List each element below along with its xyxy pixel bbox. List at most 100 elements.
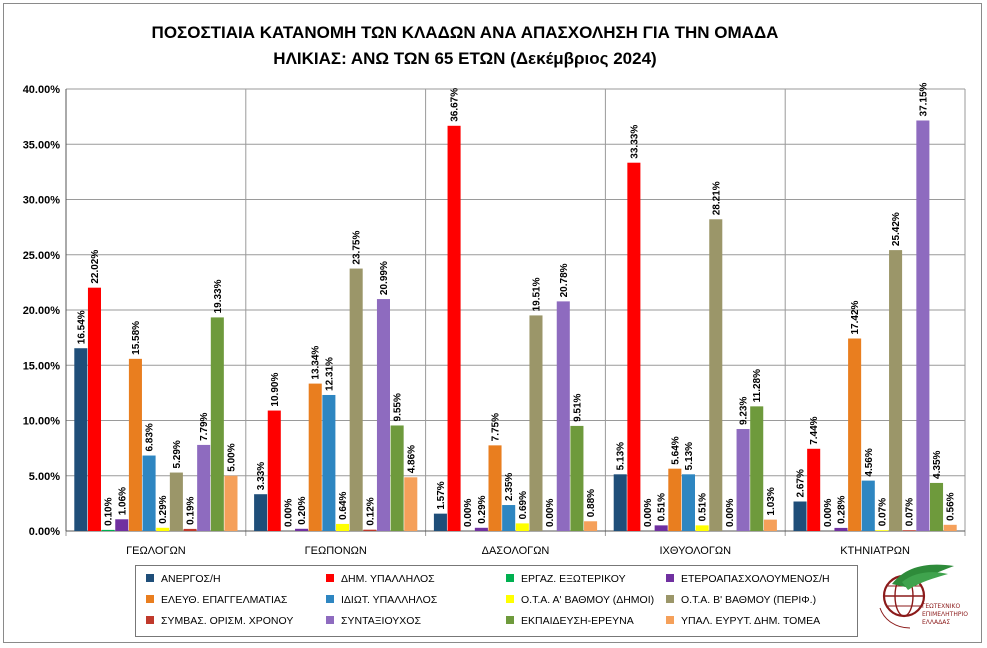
gee-logo-emblem [879,564,954,629]
bar [404,477,418,531]
bar [376,299,390,531]
bar [943,524,957,531]
legend-label: ΣΥΜΒΑΣ. ΟΡΙΣΜ. ΧΡΟΝΟΥ [161,615,294,627]
data-label: 4.35% [932,450,943,478]
data-label: 16.54% [76,310,87,344]
bar [515,523,529,531]
data-label: 6.83% [145,423,156,451]
data-label: 0.00% [545,499,556,527]
data-label: 0.00% [463,499,474,527]
x-category-label: ΓΕΩΠΟΝΩΝ [305,545,367,557]
data-label: 25.42% [891,212,902,246]
legend-swatch [506,616,514,625]
bar [681,474,695,531]
bar [930,482,944,531]
bar [210,317,224,531]
data-label: 3.33% [256,462,267,490]
bar [654,525,668,531]
legend-swatch [666,574,674,583]
bar [142,455,156,531]
bar [570,425,584,531]
bar [861,480,875,531]
legend-swatch [326,616,334,625]
data-label: 1.57% [436,481,447,509]
y-tick-label: 15.00% [23,360,61,372]
bar [902,530,916,531]
data-label: 0.51% [657,493,668,521]
data-label: 15.58% [131,321,142,355]
data-label: 20.78% [559,263,570,297]
x-category-label: ΓΕΩΛΟΓΩΝ [126,545,186,557]
bar [556,301,570,531]
data-label: 0.19% [186,496,197,524]
legend-label: Ο.Τ.Α. Β' ΒΑΘΜΟΥ (ΠΕΡΙΦ.) [681,594,817,606]
bar [390,425,404,531]
legend-label: ΙΔΙΩΤ. ΥΠΑΛΛΗΛΟΣ [341,594,438,606]
data-label: 4.86% [406,445,417,473]
legend-swatch [326,574,334,583]
legend-label: ΕΚΠΑΙΔΕΥΣΗ-ΕΡΕΥΝΑ [521,615,634,627]
bar [875,530,889,531]
data-label: 0.00% [823,499,834,527]
data-label: 10.90% [270,373,281,407]
data-label: 0.28% [836,495,847,523]
data-label: 0.69% [518,491,529,519]
legend-swatch [146,595,154,604]
data-label: 0.12% [365,497,376,525]
legend-item: ΕΚΠΑΙΔΕΥΣΗ-ΕΡΕΥΝΑ [506,612,634,630]
data-label: 36.67% [450,88,461,122]
data-label: 0.00% [643,499,654,527]
data-label: 0.10% [104,497,115,525]
data-label: 1.06% [117,487,128,515]
legend-item: ΑΝΕΡΓΟΣ/Η [146,570,221,588]
legend-swatch [326,595,334,604]
bar [349,268,363,531]
legend-label: ΥΠΑΛ. ΕΥΡΥΤ. ΔΗΜ. ΤΟΜΕΑ [681,615,821,627]
bar [750,406,764,531]
legend-item: Ο.Τ.Α. Α' ΒΑΘΜΟΥ (ΔΗΜΟΙ) [506,591,654,609]
bar [128,358,142,531]
bar [848,338,862,531]
legend-item: ΣΥΜΒΑΣ. ΟΡΙΣΜ. ΧΡΟΝΟΥ [146,612,293,630]
data-label: 22.02% [90,250,101,284]
bar [254,494,268,531]
data-label: 0.56% [946,492,957,520]
bar [916,120,930,532]
data-label: 17.42% [850,300,861,334]
bar [197,444,211,531]
legend-item: ΣΥΝΤΑΞΙΟΥΧΟΣ [326,612,421,630]
y-tick-label: 35.00% [23,139,61,151]
y-tick-label: 40.00% [23,84,61,96]
legend-item: ΕΤΕΡΟΑΠΑΣΧΟΛΟΥΜΕΝΟΣ/Η [666,570,830,588]
data-label: 0.64% [338,491,349,519]
data-label: 7.75% [491,413,502,441]
bar [336,523,350,531]
data-label: 1.03% [766,487,777,515]
data-label: 5.13% [684,442,695,470]
bar-chart: 0.00% 5.00% 10.00% 15.00% 20.00% 25.00% 30.00%… [23,82,966,557]
bar [807,448,821,531]
bar [74,348,88,531]
bar [502,505,516,531]
data-label: 0.07% [905,498,916,526]
bar [156,527,170,531]
bar [709,219,723,532]
bar [169,472,183,531]
legend-swatch [666,595,674,604]
bar [267,410,281,531]
bar [322,394,336,531]
data-label: 0.00% [725,499,736,527]
legend-item: Ο.Τ.Α. Β' ΒΑΘΜΟΥ (ΠΕΡΙΦ.) [666,591,816,609]
bar [529,315,543,531]
bar [183,528,197,531]
legend-item: ΥΠΑΛ. ΕΥΡΥΤ. ΔΗΜ. ΤΟΜΕΑ [666,612,820,630]
legend-item: ΙΔΙΩΤ. ΥΠΑΛΛΗΛΟΣ [326,591,437,609]
bar [115,519,129,531]
legend-item: ΔΗΜ. ΥΠΑΛΛΗΛΟΣ [326,570,435,588]
legend-swatch [506,595,514,604]
data-label: 33.33% [629,125,640,159]
legend: ΑΝΕΡΓΟΣ/Η ΔΗΜ. ΥΠΑΛΛΗΛΟΣ ΕΡΓΑΖ. ΕΞΩΤΕΡΙΚΟΥ… [135,565,858,637]
bar [87,287,101,531]
data-label: 7.44% [809,416,820,444]
legend-label: Ο.Τ.Α. Α' ΒΑΘΜΟΥ (ΔΗΜΟΙ) [521,594,655,606]
